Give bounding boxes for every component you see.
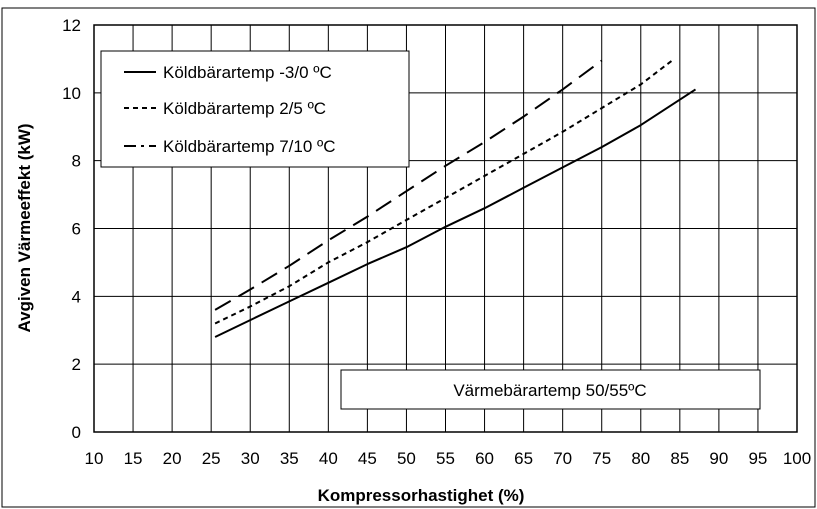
x-tick-label: 10 xyxy=(85,449,104,468)
x-tick-label: 40 xyxy=(319,449,338,468)
annotation-text: Värmebärartemp 50/55ºC xyxy=(453,381,646,400)
x-tick-label: 85 xyxy=(670,449,689,468)
legend: Köldbärartemp -3/0 ºC Köldbärartemp 2/5 … xyxy=(100,50,410,168)
x-axis-title: Kompressorhastighet (%) xyxy=(318,486,525,505)
plot-area xyxy=(93,24,798,433)
x-tick-label: 45 xyxy=(358,449,377,468)
annotation: Värmebärartemp 50/55ºC xyxy=(340,369,761,410)
x-tick-label: 65 xyxy=(514,449,533,468)
y-tick-label: 4 xyxy=(72,287,81,306)
y-tick-label: 6 xyxy=(72,220,81,239)
y-tick-labels: 0 2 4 6 8 10 12 xyxy=(62,16,81,442)
y-tick-label: 12 xyxy=(62,16,81,35)
series-line-3 xyxy=(214,59,603,311)
x-tick-labels: 10 15 20 25 30 35 40 45 50 55 60 65 70 75 80 85 90 95 100 xyxy=(85,449,812,468)
legend-label-2: Köldbärartemp 2/5 ºC xyxy=(163,99,326,118)
series-lines xyxy=(214,59,697,338)
x-tick-label: 95 xyxy=(748,449,767,468)
x-tick-label: 30 xyxy=(241,449,260,468)
legend-label-3: Köldbärartemp 7/10 ºC xyxy=(163,137,336,156)
x-tick-label: 55 xyxy=(436,449,455,468)
series-line-2 xyxy=(214,59,673,325)
y-tick-label: 10 xyxy=(62,84,81,103)
x-tick-label: 15 xyxy=(124,449,143,468)
x-tick-label: 80 xyxy=(631,449,650,468)
x-tick-label: 90 xyxy=(709,449,728,468)
y-tick-label: 2 xyxy=(72,355,81,374)
y-axis-title: Avgiven Värmeeffekt (kW) xyxy=(15,123,34,332)
x-tick-label: 70 xyxy=(553,449,572,468)
annotation-box xyxy=(340,369,761,410)
x-tick-label: 100 xyxy=(783,449,811,468)
series-line-1 xyxy=(214,88,697,338)
x-tick-label: 25 xyxy=(202,449,221,468)
figure-frame xyxy=(1,7,816,508)
y-tick-label: 0 xyxy=(72,423,81,442)
x-tick-label: 50 xyxy=(397,449,416,468)
legend-label-1: Köldbärartemp -3/0 ºC xyxy=(163,63,332,82)
x-tick-label: 60 xyxy=(475,449,494,468)
y-tick-label: 8 xyxy=(72,152,81,171)
x-tick-label: 20 xyxy=(163,449,182,468)
x-tick-label: 75 xyxy=(592,449,611,468)
x-tick-label: 35 xyxy=(280,449,299,468)
